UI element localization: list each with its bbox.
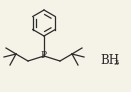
- Text: P: P: [41, 52, 47, 61]
- Text: BH: BH: [100, 54, 119, 67]
- Text: 3: 3: [113, 59, 119, 67]
